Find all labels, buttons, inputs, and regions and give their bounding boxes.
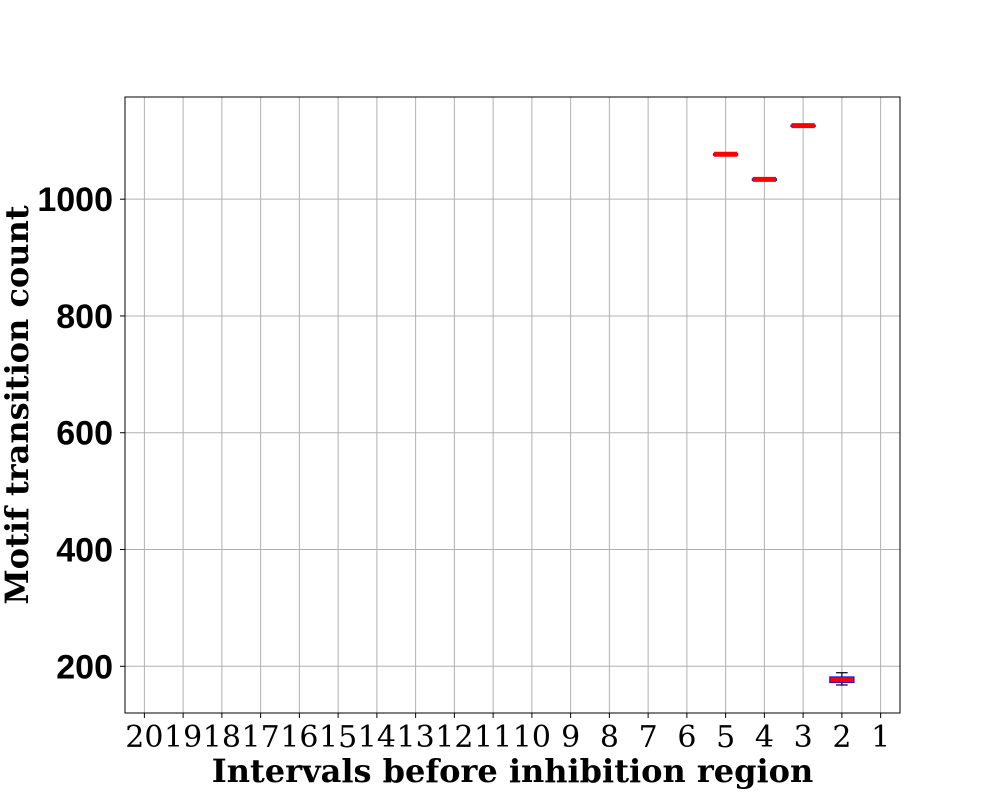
box-elements (713, 123, 855, 686)
x-tick-label: 16 (280, 720, 318, 755)
x-tick-label: 18 (203, 720, 241, 755)
y-tick-label: 800 (56, 298, 113, 336)
x-tick-label: 1 (871, 720, 890, 755)
x-tick-label: 15 (319, 720, 357, 755)
x-axis-label: Intervals before inhibition region (212, 752, 814, 790)
x-tick-label: 9 (561, 720, 580, 755)
x-tick-label: 3 (794, 720, 813, 755)
x-tick-label: 7 (639, 720, 658, 755)
x-tick-label: 17 (242, 720, 280, 755)
x-tick-label: 6 (677, 720, 696, 755)
grid-lines (125, 97, 900, 713)
box-5 (713, 151, 739, 157)
plot-area-frame (124, 96, 901, 714)
x-tick-label: 14 (358, 720, 396, 755)
y-tick-label: 400 (56, 532, 113, 570)
box-3 (790, 123, 816, 129)
y-tick-label: 600 (56, 415, 113, 453)
x-tick-label: 11 (474, 720, 512, 755)
y-axis-label: Motif transition count (0, 205, 36, 604)
y-tick-labels: 200 400 600 800 1000 (37, 181, 125, 686)
x-tick-label: 5 (716, 720, 735, 755)
y-tick-label: 1000 (37, 181, 113, 219)
x-tick-labels: 20 19 18 17 16 15 14 13 12 11 10 9 8 7 6 5 4 3 2 1 (125, 713, 890, 755)
box-4 (751, 176, 777, 182)
box-2 (829, 672, 855, 686)
x-tick-label: 10 (513, 720, 551, 755)
x-tick-label: 20 (125, 720, 163, 755)
y-tick-label: 200 (56, 648, 113, 686)
x-tick-label: 2 (832, 720, 851, 755)
x-tick-label: 8 (600, 720, 619, 755)
x-tick-label: 19 (164, 720, 202, 755)
x-tick-label: 4 (755, 720, 774, 755)
x-tick-label: 13 (397, 720, 435, 755)
x-tick-label: 12 (435, 720, 473, 755)
